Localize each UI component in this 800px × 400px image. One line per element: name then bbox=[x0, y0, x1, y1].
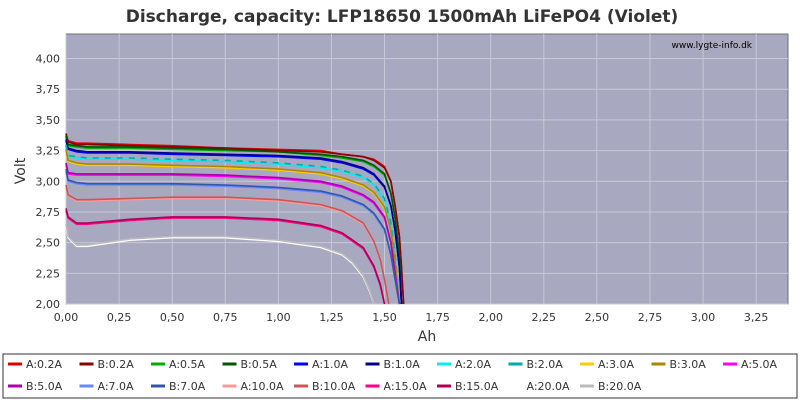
x-tick-label: 0,00 bbox=[54, 311, 79, 324]
legend-label: A:10.0A bbox=[241, 380, 285, 393]
chart-title: Discharge, capacity: LFP18650 1500mAh Li… bbox=[126, 7, 679, 27]
series-line bbox=[65, 133, 405, 305]
series-line bbox=[65, 144, 401, 305]
legend-label: A:20.0A bbox=[527, 380, 571, 393]
plot-background bbox=[65, 33, 789, 305]
legend-label: B:5.0A bbox=[26, 380, 63, 393]
y-tick-label: 2,75 bbox=[36, 206, 61, 219]
legend-label: B:0.5A bbox=[241, 358, 278, 371]
y-axis-label: Volt bbox=[13, 157, 29, 184]
legend-label: B:7.0A bbox=[169, 380, 206, 393]
x-axis-ticks: 0,00 0,25 0,50 0,75 1,00 1,25 1,50 1,75 2,00 2,25… bbox=[54, 311, 769, 324]
x-tick-label: 1,50 bbox=[372, 311, 397, 324]
x-tick-label: 1,25 bbox=[319, 311, 344, 324]
series-line bbox=[65, 162, 401, 305]
x-tick-label: 0,25 bbox=[107, 311, 132, 324]
y-tick-label: 3,25 bbox=[36, 145, 61, 158]
series-layer bbox=[65, 133, 405, 305]
series-line bbox=[65, 168, 401, 305]
legend-label: A:0.5A bbox=[169, 358, 206, 371]
y-tick-label: 3,75 bbox=[36, 83, 61, 96]
y-axis-ticks: 2,00 2,25 2,50 2,75 3,00 3,25 3,50 3,75 4,00 bbox=[36, 53, 61, 311]
legend-label: B:20.0A bbox=[598, 380, 642, 393]
x-tick-label: 2,00 bbox=[478, 311, 503, 324]
x-tick-label: 3,00 bbox=[691, 311, 716, 324]
x-tick-label: 2,25 bbox=[532, 311, 557, 324]
legend-label: B:1.0A bbox=[384, 358, 421, 371]
legend-label: B:3.0A bbox=[670, 358, 707, 371]
series-line bbox=[65, 135, 403, 305]
x-axis-label: Ah bbox=[418, 329, 436, 345]
series-line bbox=[65, 208, 386, 305]
y-tick-label: 3,50 bbox=[36, 114, 61, 127]
x-tick-label: 2,75 bbox=[638, 311, 663, 324]
legend-label: B:15.0A bbox=[455, 380, 499, 393]
y-tick-label: 3,00 bbox=[36, 175, 61, 188]
legend-label: A:2.0A bbox=[455, 358, 492, 371]
legend-label: A:0.2A bbox=[26, 358, 63, 371]
legend: A:0.2A B:0.2A A:0.5A B:0.5A A:1.0A B:1.0A A:2.… bbox=[8, 358, 778, 393]
legend-label: A:1.0A bbox=[312, 358, 349, 371]
y-tick-label: 2,50 bbox=[36, 237, 61, 250]
legend-label: B:2.0A bbox=[527, 358, 564, 371]
legend-label: A:5.0A bbox=[741, 358, 778, 371]
watermark: www.lygte-info.dk bbox=[672, 41, 753, 51]
x-tick-label: 3,25 bbox=[744, 311, 769, 324]
y-tick-label: 2,00 bbox=[36, 298, 61, 311]
legend-label: A:3.0A bbox=[598, 358, 635, 371]
x-tick-label: 0,75 bbox=[213, 311, 238, 324]
y-tick-label: 2,25 bbox=[36, 267, 61, 280]
x-tick-label: 0,50 bbox=[160, 311, 185, 324]
grid-lines bbox=[65, 34, 788, 305]
series-line bbox=[65, 149, 401, 305]
x-tick-label: 1,75 bbox=[425, 311, 450, 324]
legend-label: A:15.0A bbox=[384, 380, 428, 393]
legend-label: B:10.0A bbox=[312, 380, 356, 393]
legend-box bbox=[2, 353, 798, 399]
series-line bbox=[65, 139, 403, 305]
series-line bbox=[65, 184, 390, 305]
series-line bbox=[65, 224, 375, 305]
y-tick-label: 4,00 bbox=[36, 53, 61, 66]
legend-label: A:7.0A bbox=[98, 380, 135, 393]
x-tick-label: 2,50 bbox=[585, 311, 610, 324]
x-tick-label: 1,00 bbox=[266, 311, 291, 324]
legend-label: B:0.2A bbox=[98, 358, 135, 371]
